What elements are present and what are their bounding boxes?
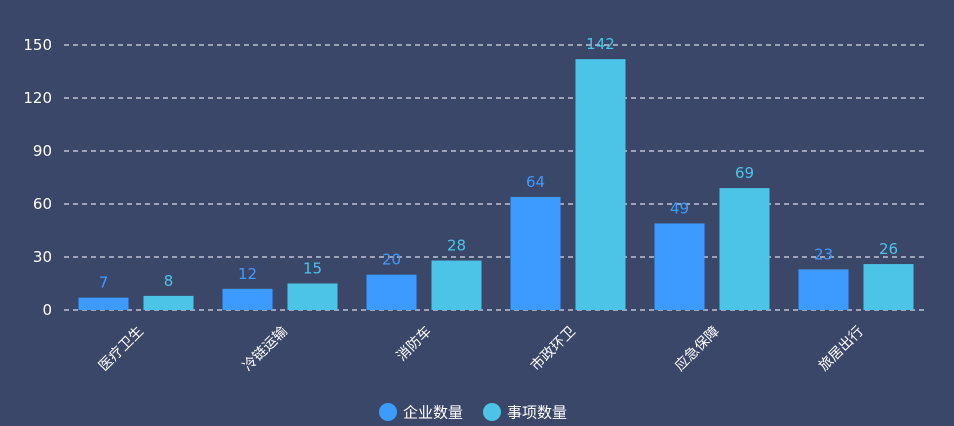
bar[interactable] — [798, 269, 849, 310]
data-label: 7 — [99, 274, 109, 292]
bar[interactable] — [719, 188, 770, 310]
legend[interactable]: 企业数量 事项数量 — [379, 403, 567, 422]
legend-item[interactable]: 事项数量 — [483, 403, 567, 422]
bar[interactable] — [510, 196, 561, 310]
legend-label: 事项数量 — [507, 404, 567, 422]
data-label: 69 — [735, 164, 754, 182]
y-tick-label: 30 — [33, 248, 52, 266]
bar[interactable] — [78, 297, 129, 310]
x-tick-label: 市政环卫 — [527, 323, 579, 375]
y-tick-label: 120 — [23, 89, 52, 107]
x-axis: 医疗卫生 冷链运输 消防车 市政环卫 应急保障 旅居出行 — [96, 323, 867, 375]
legend-swatch — [379, 403, 397, 421]
grid-layer — [64, 44, 928, 311]
bar[interactable] — [863, 264, 914, 310]
y-tick-label: 60 — [33, 195, 52, 213]
bar[interactable] — [366, 274, 417, 310]
data-label: 8 — [164, 272, 174, 290]
x-tick-label: 冷链运输 — [240, 324, 291, 375]
x-tick-label: 旅居出行 — [816, 324, 867, 375]
y-tick-label: 0 — [42, 301, 52, 319]
x-tick-label: 消防车 — [393, 323, 435, 365]
legend-item[interactable]: 企业数量 — [379, 403, 463, 422]
bar[interactable] — [143, 295, 194, 310]
data-label: 49 — [670, 199, 689, 217]
x-tick-label: 应急保障 — [671, 323, 723, 375]
data-labels: 7 8 12 15 20 28 64 142 49 69 23 26 — [99, 35, 898, 292]
data-label: 142 — [586, 35, 615, 53]
legend-swatch — [483, 403, 501, 421]
y-tick-label: 90 — [33, 142, 52, 160]
data-label: 12 — [238, 265, 257, 283]
data-label: 64 — [526, 173, 545, 191]
bars — [78, 59, 914, 311]
data-label: 23 — [814, 245, 833, 263]
bar[interactable] — [654, 223, 705, 310]
y-axis: 0 30 60 90 120 150 — [23, 36, 52, 319]
bar[interactable] — [222, 288, 273, 310]
data-label: 20 — [382, 251, 401, 269]
legend-label: 企业数量 — [403, 404, 463, 422]
data-label: 15 — [303, 260, 322, 278]
data-label: 28 — [447, 237, 466, 255]
bar[interactable] — [431, 260, 482, 310]
bar[interactable] — [575, 59, 626, 311]
x-tick-label: 医疗卫生 — [96, 324, 147, 375]
y-tick-label: 150 — [23, 36, 52, 54]
bar[interactable] — [287, 283, 338, 311]
data-label: 26 — [879, 240, 898, 258]
